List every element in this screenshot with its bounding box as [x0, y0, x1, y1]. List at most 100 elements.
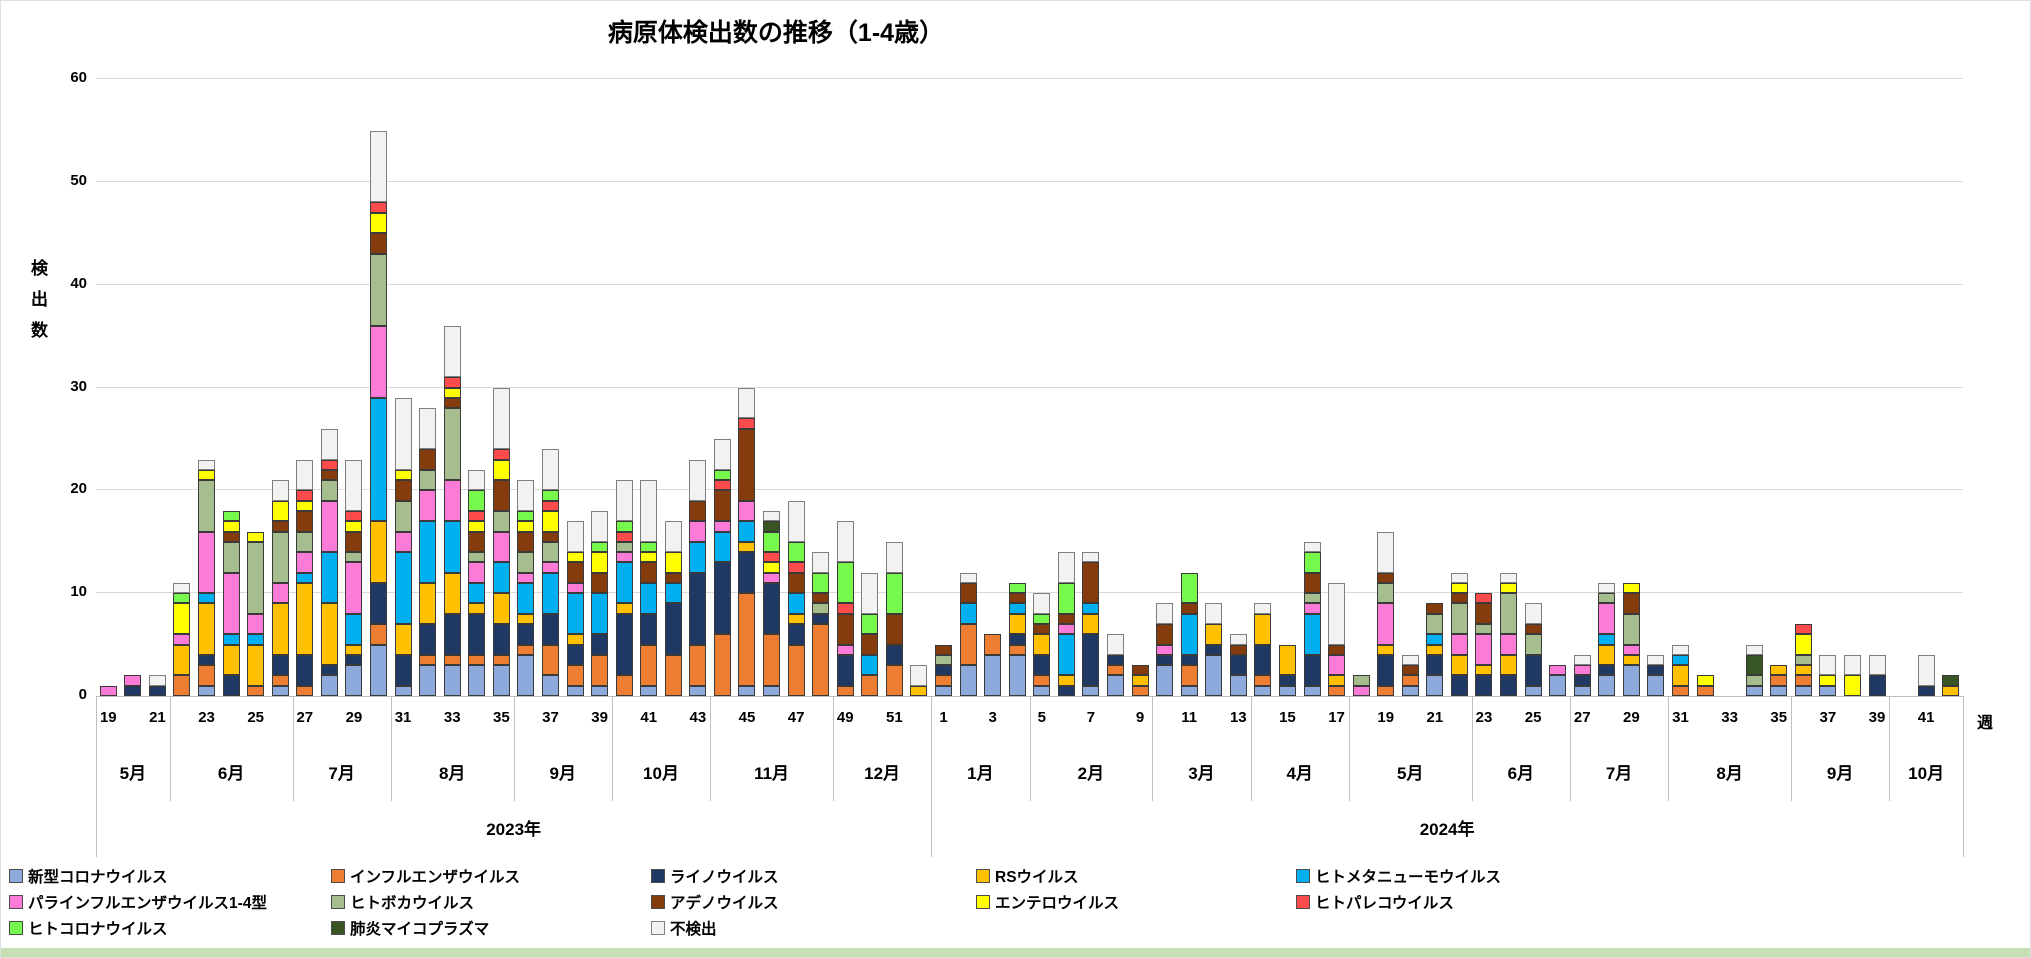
bar-segment [468, 531, 486, 553]
month-label-4: 9月 [549, 764, 576, 783]
bar-segment [640, 644, 658, 686]
bar-segment [1254, 675, 1272, 686]
bar-segment [689, 541, 707, 573]
month-label-13: 6月 [1507, 764, 1535, 783]
gridline-30 [96, 386, 1963, 388]
bar-segment [861, 675, 879, 696]
bar-segment [370, 253, 387, 326]
legend-label: 不検出 [670, 921, 717, 938]
bar-segment [615, 552, 633, 563]
bar-segment [419, 582, 437, 625]
bar-segment [1475, 665, 1493, 676]
bar-segment [713, 480, 731, 491]
bar-segment [1598, 634, 1616, 645]
legend-label: パラインフルエンザウイルス1-4型 [28, 895, 267, 912]
y-tick-40: 40 [70, 274, 87, 292]
week-label-27: 27 [1573, 709, 1591, 726]
bar-segment [517, 582, 535, 614]
bar-segment [935, 675, 953, 686]
bar-segment [1450, 603, 1468, 635]
week-label-37: 37 [1819, 709, 1837, 726]
bar-segment [1033, 593, 1051, 614]
month-separator [1791, 696, 1793, 801]
bar-segment [763, 685, 781, 696]
bar-segment [861, 613, 879, 635]
bar-week-32-idx13 [419, 408, 437, 696]
bar-segment [664, 603, 682, 655]
bar-segment [664, 552, 682, 573]
bar-week-4-idx37 [1008, 582, 1026, 696]
bar-segment [247, 644, 265, 686]
bar-segment [1524, 624, 1542, 635]
bar-segment [1843, 675, 1861, 696]
bar-segment [1278, 675, 1296, 686]
bar-segment [763, 552, 781, 563]
bar-segment [1303, 572, 1321, 594]
bar-segment [492, 387, 510, 450]
bar-segment [370, 397, 387, 522]
bar-week-34-idx67 [1745, 644, 1763, 696]
bar-segment [198, 665, 216, 686]
bar-segment [1794, 685, 1812, 696]
bar-segment [836, 521, 854, 563]
bar-segment [247, 613, 265, 635]
bar-segment [1303, 603, 1321, 614]
legend-swatch-icon [9, 869, 23, 883]
bar-segment [541, 500, 559, 511]
bar-week-49-idx30 [836, 521, 854, 696]
bar-segment [345, 510, 363, 522]
week-label-31: 31 [1672, 709, 1689, 726]
bar-segment [787, 572, 805, 594]
bar-week-23-idx4 [198, 459, 216, 696]
bar-segment [885, 644, 903, 666]
bar-segment [1057, 552, 1075, 583]
week-label-25: 25 [1524, 709, 1542, 726]
bar-segment [1917, 654, 1935, 686]
legend-label: RSウイルス [995, 869, 1079, 886]
bar-segment [836, 603, 854, 614]
bar-segment [419, 665, 437, 696]
bar-segment [1745, 644, 1763, 655]
bar-segment [1475, 624, 1493, 635]
week-label-3: 3 [988, 709, 997, 726]
bar-segment [935, 644, 953, 655]
week-label-51: 51 [886, 709, 903, 726]
bar-segment [468, 613, 486, 655]
legend-label: 肺炎マイコプラズマ [350, 921, 490, 938]
bar-segment [1745, 675, 1763, 686]
bar-segment [1745, 685, 1763, 696]
bar-segment [640, 613, 658, 645]
bar-segment [443, 613, 461, 655]
week-label-19: 19 [99, 709, 117, 726]
legend-item-12: 不検出 [651, 917, 717, 939]
bar-segment [222, 675, 240, 696]
bar-segment [1573, 675, 1591, 686]
y-tick-0: 0 [78, 686, 87, 703]
bar-segment [566, 582, 584, 594]
bar-segment [320, 675, 338, 696]
bar-segment [173, 582, 191, 594]
bar-segment [320, 603, 338, 666]
legend-swatch-icon [9, 921, 23, 935]
bar-segment [591, 654, 609, 686]
bar-segment [591, 552, 609, 573]
week-label-41: 41 [1917, 709, 1935, 726]
month-label-14: 7月 [1605, 764, 1633, 783]
bar-week-42-idx75 [1942, 675, 1960, 696]
bar-segment [541, 675, 559, 696]
bar-segment [468, 562, 486, 583]
bar-segment [1008, 603, 1026, 614]
bar-segment [468, 552, 486, 563]
bar-week-11-idx44 [1180, 572, 1198, 696]
bar-week-6-idx39 [1057, 552, 1075, 696]
legend-item-3: RSウイルス [976, 865, 1079, 887]
bar-segment [517, 510, 535, 522]
bar-segment [1131, 685, 1149, 696]
bar-segment [1205, 644, 1223, 655]
bar-segment [1082, 562, 1100, 604]
bar-week-3-idx36 [984, 634, 1002, 696]
bar-segment [345, 644, 363, 655]
bar-segment [492, 449, 510, 460]
week-label-13: 13 [1229, 709, 1247, 726]
